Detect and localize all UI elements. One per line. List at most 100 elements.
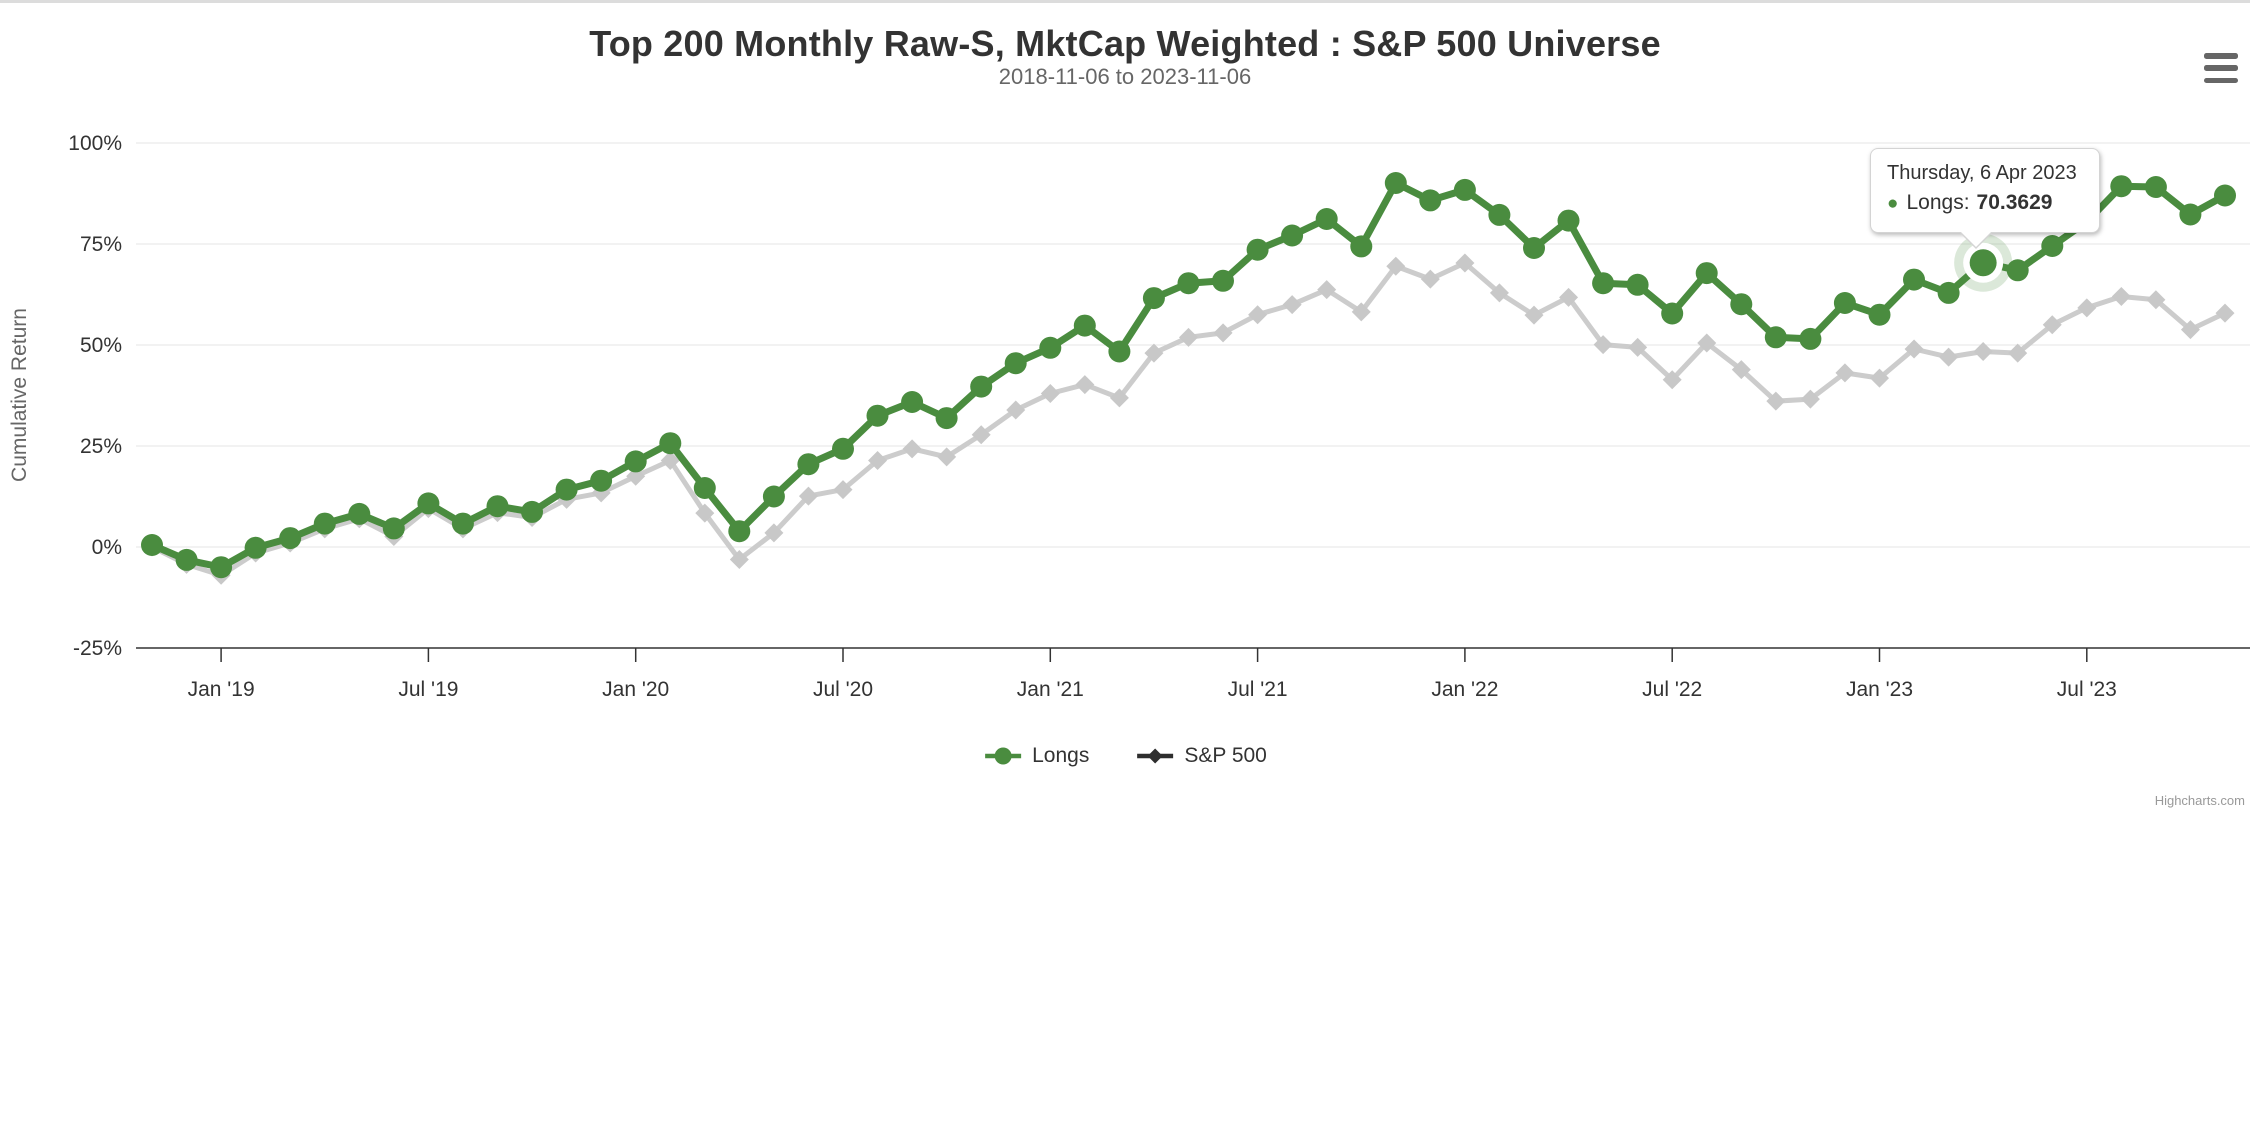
sp500-point[interactable] (1904, 339, 1924, 359)
sp500-point[interactable] (1559, 287, 1579, 307)
sp500-point[interactable] (1006, 400, 1026, 420)
sp500-point[interactable] (2042, 315, 2062, 335)
longs-point[interactable] (832, 437, 854, 460)
sp500-point[interactable] (1939, 347, 1959, 367)
longs-point[interactable] (2179, 203, 2202, 226)
longs-point[interactable] (1799, 327, 1822, 350)
longs-point[interactable] (521, 500, 543, 523)
sp500-point[interactable] (971, 425, 991, 445)
longs-point[interactable] (348, 502, 371, 525)
longs-point[interactable] (1661, 302, 1684, 325)
longs-point[interactable] (1868, 303, 1891, 326)
sp500-point[interactable] (1040, 383, 1060, 403)
longs-point[interactable] (486, 495, 509, 518)
sp500-point[interactable] (798, 486, 818, 506)
longs-point[interactable] (1142, 287, 1165, 310)
chart-context-menu-button[interactable] (2204, 53, 2238, 83)
sp500-point[interactable] (1628, 337, 1648, 357)
longs-point[interactable] (417, 492, 440, 515)
sp500-point[interactable] (1731, 360, 1751, 380)
highlighted-point[interactable] (1969, 249, 1997, 277)
sp500-point[interactable] (1524, 305, 1544, 325)
longs-point[interactable] (1730, 293, 1753, 316)
longs-point[interactable] (1177, 272, 1200, 295)
longs-point[interactable] (1453, 178, 1476, 201)
longs-point[interactable] (1281, 224, 1304, 247)
longs-point[interactable] (1592, 272, 1615, 295)
longs-point[interactable] (797, 453, 820, 476)
sp500-point[interactable] (1420, 269, 1440, 289)
longs-point[interactable] (313, 512, 336, 535)
sp500-point[interactable] (1317, 280, 1337, 300)
sp500-point[interactable] (1593, 335, 1613, 355)
longs-point[interactable] (728, 520, 751, 543)
longs-point[interactable] (1315, 208, 1338, 230)
longs-point[interactable] (1937, 281, 1960, 304)
longs-point[interactable] (1073, 314, 1096, 337)
longs-point[interactable] (1557, 209, 1580, 232)
sp500-point[interactable] (695, 503, 715, 523)
sp500-point[interactable] (1489, 283, 1509, 303)
sp500-point[interactable] (1109, 388, 1129, 408)
sp500-point[interactable] (2215, 303, 2235, 323)
longs-point[interactable] (1246, 238, 1269, 261)
sp500-point[interactable] (868, 451, 888, 471)
sp500-point[interactable] (2146, 290, 2166, 310)
longs-point[interactable] (693, 477, 716, 499)
longs-point[interactable] (1523, 237, 1545, 259)
longs-point[interactable] (1695, 262, 1718, 285)
longs-point[interactable] (2110, 175, 2133, 198)
sp500-point[interactable] (729, 550, 749, 570)
sp500-point[interactable] (1213, 323, 1233, 343)
sp500-point[interactable] (626, 466, 646, 486)
sp500-point[interactable] (2111, 287, 2131, 307)
longs-point[interactable] (590, 469, 613, 492)
longs-point[interactable] (762, 485, 785, 508)
longs-point[interactable] (901, 391, 924, 413)
sp500-point[interactable] (2077, 298, 2097, 318)
longs-point[interactable] (451, 512, 474, 535)
sp500-point[interactable] (1835, 363, 1855, 383)
longs-point[interactable] (555, 478, 578, 501)
longs-point[interactable] (1384, 172, 1407, 194)
longs-point[interactable] (279, 527, 302, 550)
longs-point[interactable] (1004, 352, 1027, 375)
sp500-point[interactable] (1075, 375, 1095, 395)
sp500-point[interactable] (2008, 343, 2028, 363)
sp500-point[interactable] (1351, 302, 1371, 322)
sp500-point[interactable] (1179, 327, 1198, 347)
longs-point[interactable] (2041, 235, 2064, 257)
longs-point[interactable] (1108, 340, 1131, 363)
longs-point[interactable] (659, 432, 682, 455)
sp500-point[interactable] (1800, 389, 1820, 409)
longs-point[interactable] (1626, 273, 1649, 296)
longs-point[interactable] (382, 517, 405, 540)
longs-point[interactable] (244, 536, 267, 559)
longs-point[interactable] (2144, 176, 2167, 198)
sp500-point[interactable] (1973, 341, 1993, 361)
sp500-point[interactable] (1870, 368, 1889, 388)
longs-point[interactable] (1488, 203, 1511, 226)
longs-point[interactable] (1903, 268, 1925, 291)
longs-point[interactable] (1212, 269, 1234, 292)
sp500-point[interactable] (1662, 370, 1682, 390)
sp500-point[interactable] (902, 439, 922, 459)
legend-item-longs[interactable]: Longs (983, 744, 1089, 768)
sp500-point[interactable] (1282, 295, 1302, 315)
longs-point[interactable] (624, 450, 647, 473)
longs-point[interactable] (1764, 326, 1787, 349)
longs-point[interactable] (935, 407, 958, 430)
longs-point[interactable] (970, 375, 993, 398)
sp500-point[interactable] (1144, 343, 1164, 363)
sp500-point[interactable] (2180, 320, 2200, 340)
longs-point[interactable] (2006, 259, 2029, 282)
longs-point[interactable] (210, 556, 233, 579)
longs-point[interactable] (1039, 336, 1062, 359)
longs-point[interactable] (1419, 189, 1442, 212)
longs-point[interactable] (175, 548, 198, 571)
longs-point[interactable] (1833, 292, 1856, 314)
sp500-point[interactable] (764, 523, 784, 543)
highcharts-credits[interactable]: Highcharts.com (2154, 793, 2245, 808)
sp500-point[interactable] (1697, 333, 1717, 353)
sp500-point[interactable] (833, 480, 853, 500)
